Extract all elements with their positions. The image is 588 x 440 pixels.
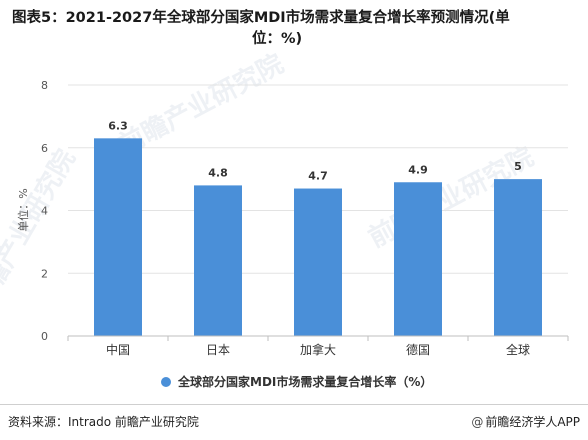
x-tick-label: 日本 xyxy=(206,343,230,357)
chart-title-line-2: 位：%) xyxy=(252,31,303,47)
y-tick-label: 0 xyxy=(41,330,48,343)
bars xyxy=(94,138,542,336)
data-label: 4.9 xyxy=(408,163,428,176)
bar xyxy=(394,182,442,336)
data-labels: 6.3 4.8 4.7 4.9 5 xyxy=(108,119,522,182)
bar xyxy=(94,138,142,336)
legend: 全球部分国家MDI市场需求量复合增长率（%） xyxy=(161,374,432,389)
data-label: 4.7 xyxy=(308,170,328,183)
watermark-text: 前瞻产业研究院 xyxy=(0,144,82,317)
footer: 资料来源：Intrado 前瞻产业研究院 @ 前瞻经济学人APP xyxy=(0,404,588,440)
y-tick-label: 2 xyxy=(41,267,48,280)
chart-title-line-1: 图表5：2021-2027年全球部分国家MDI市场需求量复合增长率预测情况(单 xyxy=(12,10,510,26)
source-text: 资料来源：Intrado 前瞻产业研究院 xyxy=(8,415,199,429)
legend-marker xyxy=(161,377,171,387)
y-tick-label: 4 xyxy=(41,205,48,218)
y-axis-ticks: 0 2 4 6 8 xyxy=(41,79,48,343)
x-axis-ticks: 中国 日本 加拿大 德国 全球 xyxy=(67,336,569,357)
brand: @ 前瞻经济学人APP xyxy=(471,413,580,430)
data-label: 5 xyxy=(514,160,522,173)
chart-title: 图表5：2021-2027年全球部分国家MDI市场需求量复合增长率预测情况(单 … xyxy=(12,8,578,50)
x-tick-label: 全球 xyxy=(506,342,530,357)
y-tick-label: 6 xyxy=(41,142,48,155)
data-label: 4.8 xyxy=(208,166,228,179)
x-tick-label: 德国 xyxy=(406,342,430,357)
data-label: 6.3 xyxy=(108,119,128,132)
brand-name: 前瞻经济学人APP xyxy=(485,415,580,429)
x-tick-label: 加拿大 xyxy=(300,342,336,357)
bar xyxy=(194,185,242,336)
bar xyxy=(494,179,542,336)
bar xyxy=(294,188,342,336)
y-tick-label: 8 xyxy=(41,79,48,92)
x-tick-label: 中国 xyxy=(106,342,130,357)
legend-label: 全球部分国家MDI市场需求量复合增长率（%） xyxy=(177,374,432,389)
brand-at-icon: @ xyxy=(471,415,484,429)
y-axis-label: 单位：% xyxy=(16,188,30,231)
